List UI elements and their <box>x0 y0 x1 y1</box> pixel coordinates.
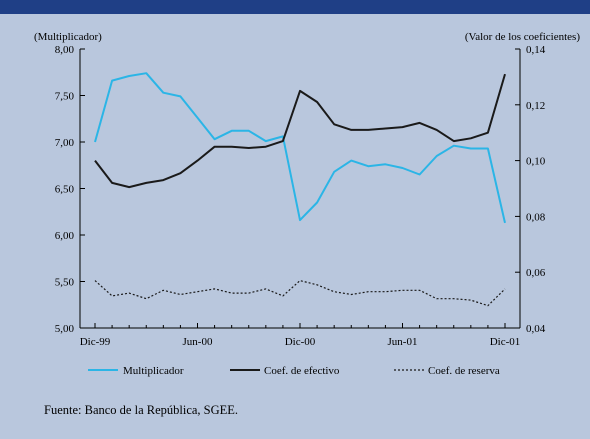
left-axis-title: (Multiplicador) <box>34 31 102 43</box>
legend: Multiplicador Coef. de efectivo Coef. de… <box>88 365 500 377</box>
left-tick-label: 8,00 <box>55 44 75 56</box>
title-bar <box>0 0 590 14</box>
legend-item-coef-efectivo: Coef. de efectivo <box>230 365 340 377</box>
right-tick-label: 0,12 <box>526 100 545 112</box>
right-tick-label: 0,10 <box>526 156 546 168</box>
legend-label-multiplicador: Multiplicador <box>123 365 184 377</box>
left-tick-label: 7,00 <box>55 137 75 149</box>
x-tick-label: Dic-99 <box>80 336 111 348</box>
line-chart: (Multiplicador) (Valor de los coeficient… <box>34 31 580 377</box>
left-tick-label: 5,00 <box>55 323 75 335</box>
legend-label-coef-efectivo: Coef. de efectivo <box>264 365 340 377</box>
left-tick-label: 6,00 <box>55 230 75 242</box>
x-tick-label: Dic-00 <box>285 336 316 348</box>
right-axis-title: (Valor de los coeficientes) <box>465 31 580 43</box>
left-tick-label: 6,50 <box>55 184 75 196</box>
right-tick-label: 0,08 <box>526 211 546 223</box>
right-tick-label: 0,14 <box>526 44 546 56</box>
x-tick-label: Jun-01 <box>388 336 418 348</box>
source-note: Fuente: Banco de la República, SGEE. <box>44 403 239 417</box>
legend-item-coef-reserva: Coef. de reserva <box>394 365 500 377</box>
x-ticks: Dic-99 Jun-00 Dic-00 Jun-01 Dic-01 <box>80 323 521 348</box>
x-tick-label: Dic-01 <box>490 336 521 348</box>
right-ticks: 0,04 0,06 0,08 0,10 0,12 0,14 <box>515 44 546 335</box>
series-line-coef-reserva <box>94 280 506 307</box>
right-tick-label: 0,06 <box>526 267 546 279</box>
series-line-coef-efectivo <box>94 73 506 189</box>
legend-item-multiplicador: Multiplicador <box>88 365 184 377</box>
left-tick-label: 5,50 <box>55 277 75 289</box>
series-layer <box>94 72 506 307</box>
x-tick-label: Jun-00 <box>183 336 213 348</box>
legend-label-coef-reserva: Coef. de reserva <box>428 365 500 377</box>
left-ticks: 5,00 5,50 6,00 6,50 7,00 7,50 8,00 <box>55 44 85 335</box>
right-tick-label: 0,04 <box>526 323 546 335</box>
left-tick-label: 7,50 <box>55 91 75 103</box>
series-line-multiplicador <box>94 72 506 224</box>
